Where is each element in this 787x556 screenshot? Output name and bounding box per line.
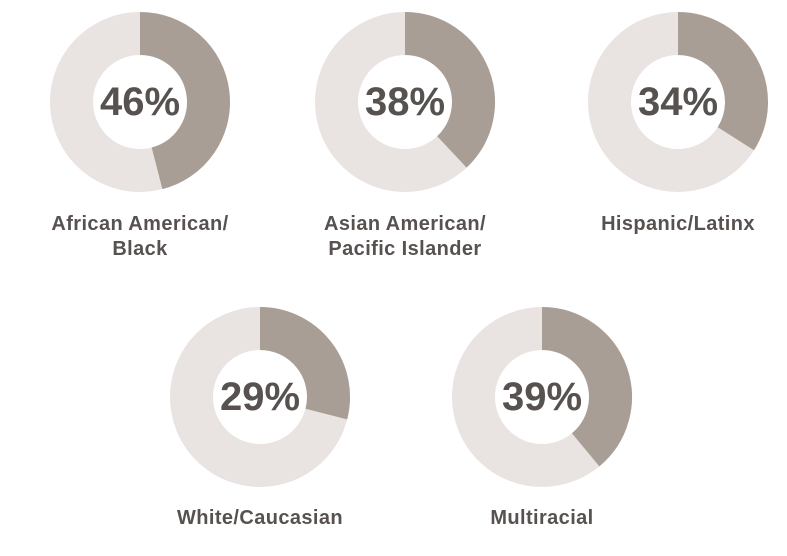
donut-chart: 34% Hispanic/Latinx [548, 2, 787, 262]
donut-svg: 38% [315, 12, 495, 192]
donut-segment [677, 12, 768, 151]
chart-label: Hispanic/Latinx [601, 213, 755, 235]
donut-svg: 39% [452, 307, 632, 487]
donut-chart: 29% White/Caucasian [130, 297, 390, 556]
page: 46% African American/ Black 38% Asian Ameri… [10, 2, 787, 529]
donut-segment [139, 12, 230, 190]
donut-svg: 34% [588, 12, 768, 192]
value-label: 38% [365, 80, 445, 124]
donut-chart: 39% Multiracial [412, 297, 672, 556]
chart-label: White/Caucasian [176, 507, 344, 529]
value-label: 46% [100, 80, 180, 124]
donut-svg: 29% [170, 307, 350, 487]
chart-label: Asian American/ Pacific Islander [324, 213, 486, 260]
value-label: 34% [638, 80, 718, 124]
donut-segment [541, 307, 632, 467]
donut-segment [259, 307, 350, 420]
donut-svg: 46% [50, 12, 230, 192]
donut-chart: 38% Asian American/ Pacific Islander [275, 2, 535, 262]
donut-segment [404, 12, 495, 168]
chart-label: African American/ Black [51, 213, 229, 260]
chart-label: Multiracial [490, 507, 594, 529]
value-label: 29% [220, 375, 300, 419]
donut-chart: 46% African American/ Black [10, 2, 270, 262]
value-label: 39% [502, 375, 582, 419]
